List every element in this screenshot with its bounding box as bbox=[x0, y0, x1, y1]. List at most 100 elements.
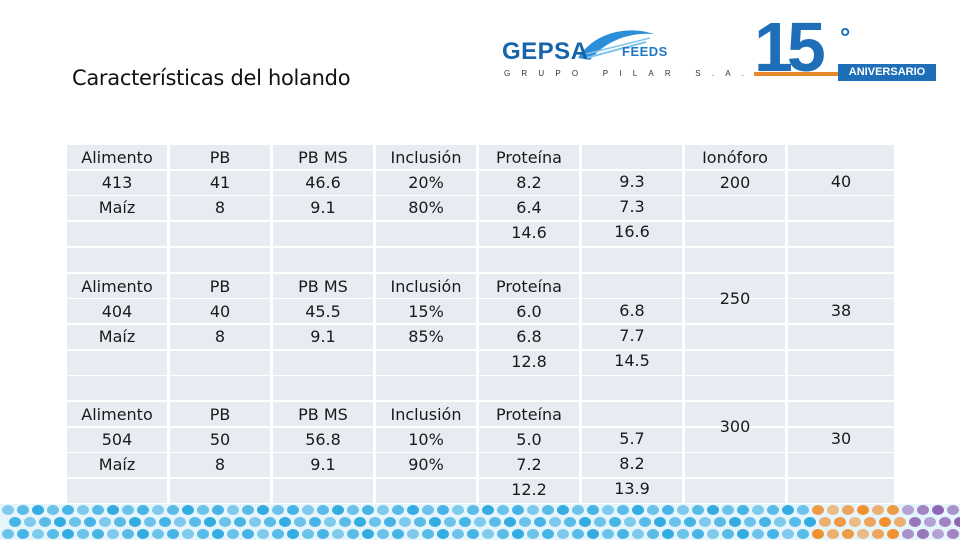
table-cell bbox=[582, 196, 682, 221]
band-dot bbox=[752, 529, 764, 539]
table-cell bbox=[273, 247, 373, 272]
band-dot bbox=[354, 517, 366, 527]
band-dot bbox=[587, 529, 599, 539]
table-cell bbox=[273, 196, 373, 221]
band-dot bbox=[474, 517, 486, 527]
band-dot bbox=[707, 529, 719, 539]
table-cell bbox=[582, 350, 682, 375]
band-dot bbox=[534, 517, 546, 527]
table-cell bbox=[685, 170, 785, 195]
band-dot bbox=[317, 529, 329, 539]
band-dot bbox=[812, 529, 824, 539]
band-dot bbox=[677, 529, 689, 539]
inclusion-cell-line: 15% bbox=[408, 301, 444, 321]
band-dot bbox=[84, 517, 96, 527]
ionoforo-cell: 250 bbox=[685, 286, 785, 311]
band-dot bbox=[24, 517, 36, 527]
band-dot bbox=[212, 529, 224, 539]
pb-ms-cell-line: 45.5 bbox=[305, 301, 341, 321]
band-dot bbox=[369, 517, 381, 527]
ionoforo-cell-line: 300 bbox=[719, 417, 751, 436]
table-cell bbox=[376, 145, 476, 169]
band-dot bbox=[857, 529, 869, 539]
table-cell bbox=[273, 350, 373, 375]
inclusion-cell-line: Inclusión bbox=[390, 276, 462, 296]
band-dot bbox=[242, 529, 254, 539]
band-dot bbox=[722, 529, 734, 539]
band-dot bbox=[797, 505, 809, 515]
table-cell bbox=[582, 273, 682, 298]
band-dot bbox=[887, 505, 899, 515]
band-dot bbox=[332, 505, 344, 515]
band-dot bbox=[677, 505, 689, 515]
band-dot bbox=[137, 505, 149, 515]
table-cell bbox=[170, 145, 270, 169]
band-dot bbox=[159, 517, 171, 527]
values-cell-line: 16.6 bbox=[614, 222, 650, 241]
band-dot bbox=[557, 529, 569, 539]
band-dot bbox=[362, 529, 374, 539]
band-dot bbox=[872, 505, 884, 515]
table-cell bbox=[273, 145, 373, 169]
band-dot bbox=[144, 517, 156, 527]
table-cell bbox=[67, 299, 167, 324]
band-dot bbox=[662, 505, 674, 515]
proteina-cell-line: 12.8 bbox=[511, 351, 547, 371]
table-cell bbox=[67, 170, 167, 195]
band-dot bbox=[647, 529, 659, 539]
table-cell bbox=[376, 247, 476, 272]
table-cell bbox=[67, 222, 167, 247]
pb-cell-line: 50 bbox=[209, 430, 231, 449]
table-cell bbox=[788, 170, 894, 195]
pb-ms-cell-line: PB MS bbox=[298, 276, 348, 296]
band-dot bbox=[662, 529, 674, 539]
table-cell bbox=[479, 247, 579, 272]
anniversary-number: 15 bbox=[754, 8, 826, 86]
band-dot bbox=[632, 505, 644, 515]
band-dot bbox=[759, 517, 771, 527]
band-dot bbox=[437, 529, 449, 539]
band-dot bbox=[594, 517, 606, 527]
band-dot bbox=[407, 505, 419, 515]
values-cell: 6.8 7.7 14.5 bbox=[582, 298, 682, 373]
band-dot bbox=[692, 505, 704, 515]
band-dot bbox=[47, 529, 59, 539]
last-value-cell: 40 bbox=[830, 172, 852, 191]
band-dot bbox=[947, 529, 959, 539]
table-cell bbox=[170, 402, 270, 426]
band-dot bbox=[564, 517, 576, 527]
alimento-cell: Alimento 504 Maíz bbox=[67, 402, 167, 477]
band-dot bbox=[92, 505, 104, 515]
inclusion-cell-line: 80% bbox=[408, 198, 444, 217]
table-cell bbox=[376, 222, 476, 247]
values-cell-line: 9.3 bbox=[619, 172, 645, 191]
band-dot bbox=[339, 517, 351, 527]
band-dot bbox=[849, 517, 861, 527]
band-dot bbox=[92, 529, 104, 539]
proteina-cell-line: 8.2 bbox=[516, 173, 542, 192]
pb-cell-line: 8 bbox=[214, 326, 226, 346]
band-dot bbox=[107, 529, 119, 539]
gepsa-name: GEPSA bbox=[502, 38, 589, 65]
table-cell bbox=[685, 247, 785, 272]
proteina-cell: Proteína 5.0 7.2 12.2 bbox=[479, 402, 579, 502]
table-cell bbox=[479, 453, 579, 478]
alimento-cell-line: Maíz bbox=[98, 455, 136, 474]
table-cell bbox=[479, 299, 579, 324]
table-cell bbox=[376, 402, 476, 426]
band-dot bbox=[392, 529, 404, 539]
band-dot bbox=[452, 505, 464, 515]
inclusion-cell-line: 20% bbox=[408, 173, 444, 192]
proteina-cell: Proteína 6.0 6.8 12.8 bbox=[479, 274, 579, 374]
table-cell bbox=[67, 145, 167, 169]
band-dot bbox=[842, 529, 854, 539]
table-cell bbox=[479, 222, 579, 247]
band-dot bbox=[392, 505, 404, 515]
band-dot bbox=[917, 505, 929, 515]
ionoforo-cell-line: Ionóforo bbox=[702, 148, 768, 167]
table-cell bbox=[685, 273, 785, 298]
band-dot bbox=[77, 505, 89, 515]
values-cell-line: 7.3 bbox=[619, 197, 645, 216]
band-dot bbox=[152, 529, 164, 539]
table-cell bbox=[273, 170, 373, 195]
